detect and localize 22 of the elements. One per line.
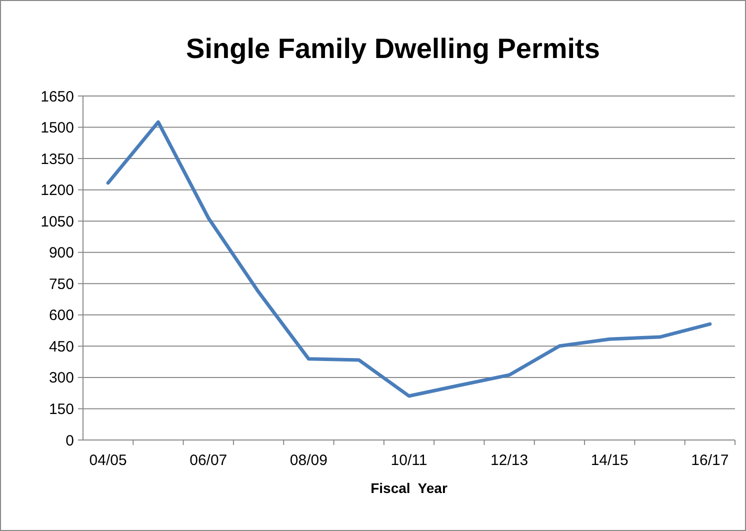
x-tick-label: 16/17: [691, 452, 729, 469]
y-tick-label: 900: [48, 244, 74, 262]
y-tick-label: 150: [48, 400, 74, 418]
x-tick-label: 12/13: [490, 452, 528, 469]
y-tick-label: 1050: [40, 213, 74, 230]
y-tick-label: 750: [48, 276, 74, 293]
x-axis-title: Fiscal Year: [370, 480, 448, 496]
y-tick-label: 1350: [40, 150, 74, 168]
line-series: [106, 120, 712, 398]
x-tick-label: 14/15: [590, 452, 628, 469]
chart-title: Single Family Dwelling Permits: [186, 33, 600, 64]
y-tick-label: 1500: [40, 120, 74, 137]
x-tick-label: 08/09: [290, 452, 328, 469]
y-tick-label: 1650: [40, 88, 74, 106]
y-tick-label: 600: [48, 307, 74, 324]
x-tick-label: 10/11: [390, 452, 428, 469]
x-tick-label: 04/05: [89, 452, 127, 469]
x-tick-label: 06/07: [190, 452, 228, 469]
y-tick-label: 1200: [40, 182, 74, 200]
y-tick-label: 450: [48, 338, 74, 356]
y-tick-label: 0: [66, 432, 74, 450]
y-tick-label: 300: [48, 370, 74, 387]
